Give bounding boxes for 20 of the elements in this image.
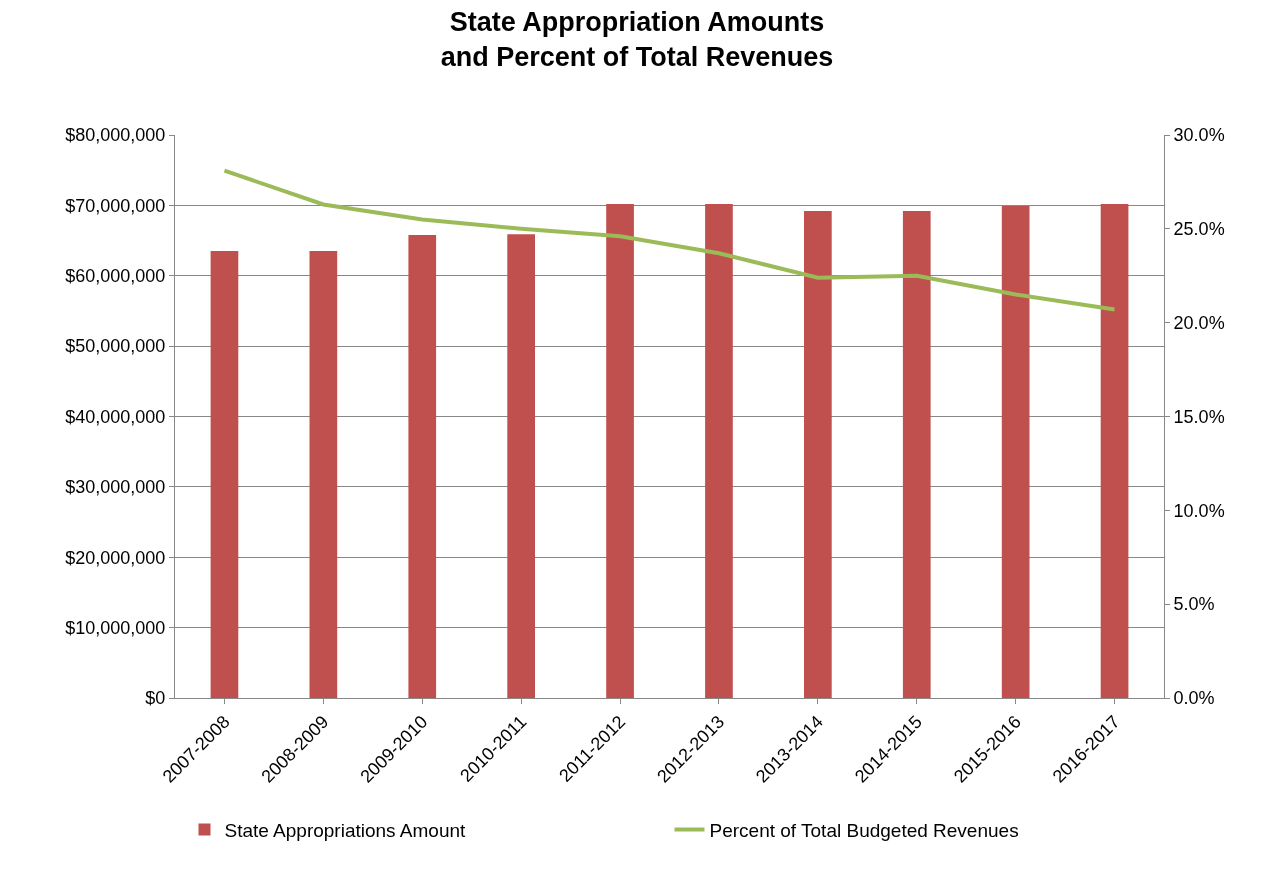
y-tick-label: $10,000,000 xyxy=(65,617,166,638)
y-tick-label: $60,000,000 xyxy=(65,266,166,287)
chart-title: State Appropriation Amounts and Percent of Total Revenues xyxy=(440,6,834,72)
y2-tick-label: 0.0% xyxy=(1173,688,1215,709)
y2-tick-label: 10.0% xyxy=(1173,500,1225,521)
y-tick-label: $30,000,000 xyxy=(65,477,166,498)
y-tick-label: $80,000,000 xyxy=(65,125,166,146)
y-tick-label: $20,000,000 xyxy=(65,547,166,568)
legend-label: State Appropriations Amount xyxy=(224,819,467,841)
line-series xyxy=(222,168,1117,312)
y2-tick-label: 15.0% xyxy=(1173,406,1225,427)
y-tick-label: $0 xyxy=(145,688,166,709)
y2-tick-label: 25.0% xyxy=(1173,219,1225,240)
y2-tick-label: 30.0% xyxy=(1173,125,1225,146)
y-tick-label: $70,000,000 xyxy=(65,195,166,216)
y-tick-label: $50,000,000 xyxy=(65,336,166,357)
y2-tick-label: 5.0% xyxy=(1173,594,1215,615)
y-tick-label: $40,000,000 xyxy=(65,406,166,427)
y2-tick-label: 20.0% xyxy=(1173,312,1225,333)
legend-label: Percent of Total Budgeted Revenues xyxy=(709,819,1019,841)
